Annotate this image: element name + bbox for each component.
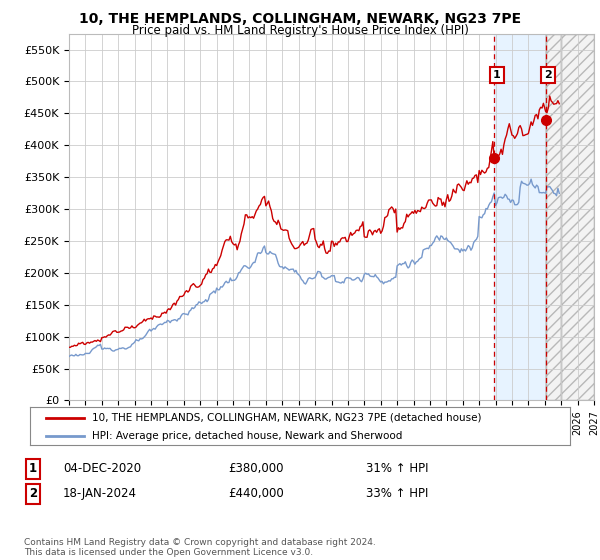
Text: 10, THE HEMPLANDS, COLLINGHAM, NEWARK, NG23 7PE (detached house): 10, THE HEMPLANDS, COLLINGHAM, NEWARK, N… [92,413,482,423]
Text: 2: 2 [29,487,37,501]
Text: 04-DEC-2020: 04-DEC-2020 [63,462,141,475]
Text: 1: 1 [29,462,37,475]
Text: 1: 1 [493,70,500,80]
Bar [545,34,561,400]
Bar [561,34,594,400]
Text: HPI: Average price, detached house, Newark and Sherwood: HPI: Average price, detached house, Newa… [92,431,403,441]
Text: 18-JAN-2024: 18-JAN-2024 [63,487,137,501]
Text: Price paid vs. HM Land Registry's House Price Index (HPI): Price paid vs. HM Land Registry's House … [131,24,469,37]
Text: Contains HM Land Registry data © Crown copyright and database right 2024.
This d: Contains HM Land Registry data © Crown c… [24,538,376,557]
Text: £440,000: £440,000 [228,487,284,501]
Text: £380,000: £380,000 [228,462,284,475]
Text: 31% ↑ HPI: 31% ↑ HPI [366,462,428,475]
Bar [494,34,545,400]
Text: 33% ↑ HPI: 33% ↑ HPI [366,487,428,501]
Text: 2: 2 [544,70,552,80]
Text: 10, THE HEMPLANDS, COLLINGHAM, NEWARK, NG23 7PE: 10, THE HEMPLANDS, COLLINGHAM, NEWARK, N… [79,12,521,26]
